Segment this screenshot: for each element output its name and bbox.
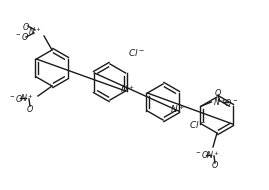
Text: $N^+$: $N^+$ bbox=[120, 83, 135, 95]
Text: $Cl^-$: $Cl^-$ bbox=[189, 119, 207, 130]
Text: $N^+$: $N^+$ bbox=[170, 103, 185, 115]
Text: $^-O$: $^-O$ bbox=[194, 150, 210, 161]
Text: $O^-$: $O^-$ bbox=[224, 97, 239, 108]
Text: $O$: $O$ bbox=[214, 88, 222, 98]
Text: $Cl^-$: $Cl^-$ bbox=[128, 48, 146, 59]
Text: $N^+$: $N^+$ bbox=[206, 149, 220, 161]
Text: $O$: $O$ bbox=[22, 21, 30, 32]
Text: $^-O$: $^-O$ bbox=[8, 93, 24, 104]
Text: $N^+$: $N^+$ bbox=[213, 96, 227, 108]
Text: $O$: $O$ bbox=[211, 159, 219, 170]
Text: $O$: $O$ bbox=[26, 102, 34, 113]
Text: $N^+$: $N^+$ bbox=[28, 25, 42, 37]
Text: $N^+$: $N^+$ bbox=[20, 92, 34, 104]
Text: $^-O$: $^-O$ bbox=[15, 32, 30, 43]
